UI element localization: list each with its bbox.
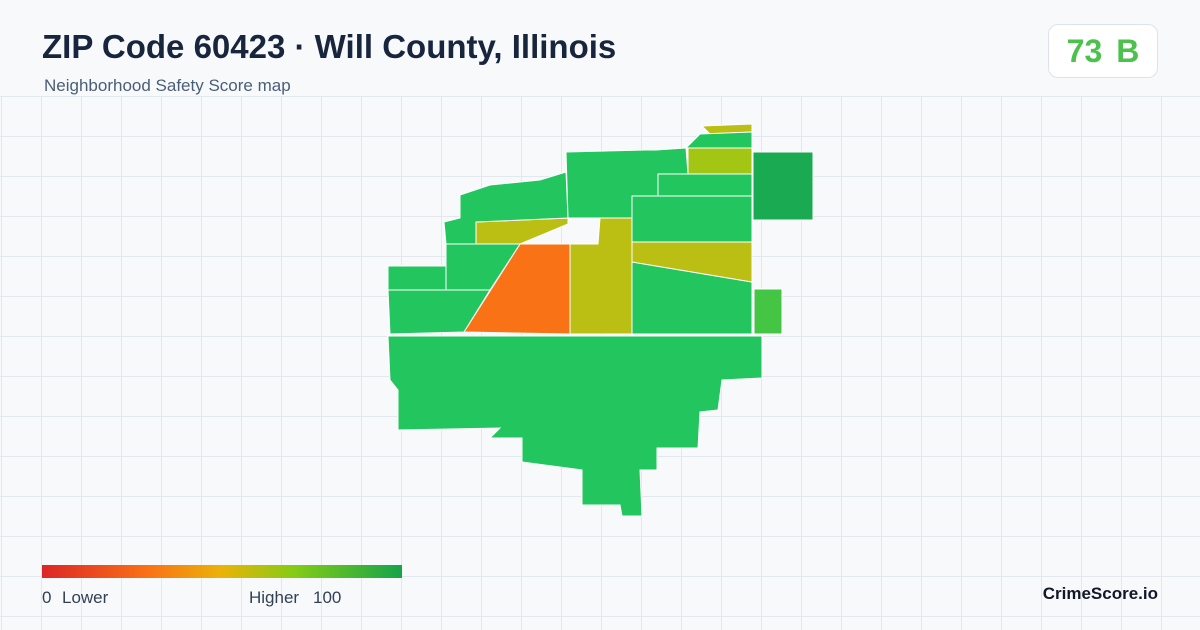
tract [657, 173, 753, 197]
tract [687, 147, 753, 175]
tract [684, 131, 753, 149]
tract [752, 151, 814, 221]
tract [753, 288, 783, 335]
tract [443, 171, 569, 245]
tract [445, 243, 521, 291]
title: ZIP Code 60423 · Will County, Illinois [42, 28, 617, 65]
score: 73 [1066, 32, 1103, 69]
score-badge: 73 B [1048, 24, 1158, 78]
legend-max: 100 [313, 588, 342, 607]
header: ZIP Code 60423 · Will County, Illinois N… [0, 0, 1200, 96]
brand: CrimeScore.io [1042, 584, 1158, 603]
grade: B [1116, 32, 1140, 69]
subtitle: Neighborhood Safety Score map [44, 76, 291, 95]
tract [569, 217, 633, 335]
legend-gradient [42, 565, 402, 578]
legend-min-label: Lower [62, 588, 109, 607]
legend-max-label: Higher [249, 588, 300, 607]
tract [631, 195, 753, 243]
tract [387, 265, 447, 291]
tract [387, 335, 763, 517]
legend-min: 0 [42, 588, 52, 607]
